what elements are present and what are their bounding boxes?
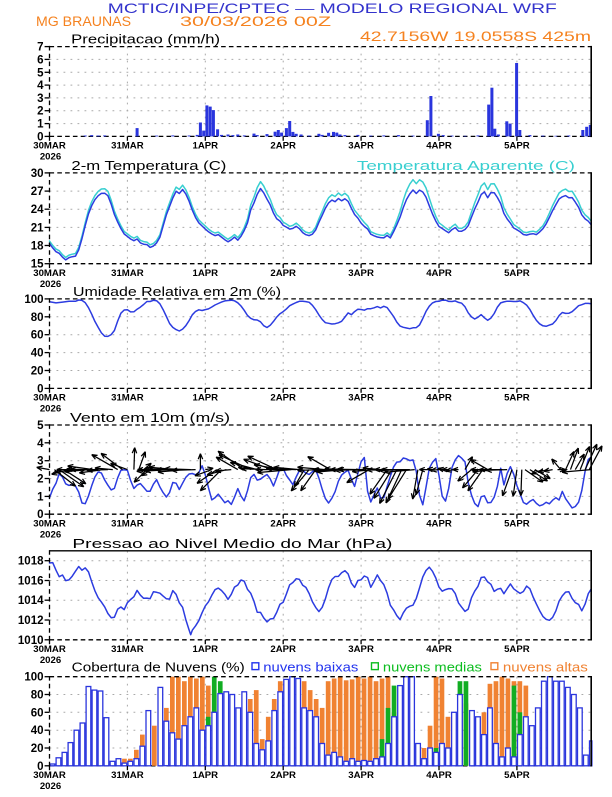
- svg-text:nuvens baixas: nuvens baixas: [263, 660, 359, 675]
- svg-text:6: 6: [37, 54, 43, 66]
- svg-text:4APR: 4APR: [426, 141, 452, 152]
- svg-text:5APR: 5APR: [504, 518, 530, 529]
- svg-text:5APR: 5APR: [504, 393, 530, 404]
- svg-text:30MAR: 30MAR: [33, 141, 66, 152]
- svg-text:Umidade Relativa em 2m (%): Umidade Relativa em 2m (%): [73, 284, 281, 299]
- svg-text:0: 0: [37, 509, 43, 521]
- svg-text:nuvens altas: nuvens altas: [503, 660, 589, 675]
- svg-text:2-m Temperatura (C): 2-m Temperatura (C): [71, 158, 226, 173]
- svg-text:1: 1: [37, 119, 44, 131]
- svg-text:4: 4: [37, 438, 44, 450]
- svg-text:18: 18: [31, 241, 44, 253]
- svg-text:3APR: 3APR: [348, 770, 374, 781]
- svg-text:60: 60: [31, 707, 44, 719]
- svg-text:3APR: 3APR: [348, 518, 374, 529]
- svg-text:7: 7: [37, 42, 43, 54]
- svg-text:2026: 2026: [40, 781, 61, 792]
- svg-text:Vento em 10m (m/s): Vento em 10m (m/s): [70, 410, 230, 425]
- svg-text:4APR: 4APR: [426, 644, 452, 655]
- svg-text:4APR: 4APR: [426, 268, 452, 279]
- svg-text:30MAR: 30MAR: [33, 770, 66, 781]
- svg-text:0: 0: [37, 131, 43, 143]
- svg-text:1APR: 1APR: [193, 644, 219, 655]
- svg-text:31MAR: 31MAR: [111, 393, 144, 404]
- svg-text:5: 5: [37, 67, 44, 79]
- svg-text:30MAR: 30MAR: [33, 268, 66, 279]
- svg-text:5APR: 5APR: [504, 770, 530, 781]
- svg-text:Temperatura Aparente (C): Temperatura Aparente (C): [357, 158, 575, 173]
- svg-text:MCTIC/INPE/CPTEC — MODELO REGI: MCTIC/INPE/CPTEC — MODELO REGIONAL WRF: [108, 0, 557, 16]
- svg-text:2APR: 2APR: [270, 518, 296, 529]
- svg-text:2: 2: [37, 474, 43, 486]
- svg-text:1016: 1016: [18, 576, 44, 588]
- svg-text:30MAR: 30MAR: [33, 518, 66, 529]
- svg-text:4: 4: [37, 80, 44, 92]
- svg-text:3APR: 3APR: [348, 393, 374, 404]
- svg-text:2026: 2026: [40, 279, 61, 290]
- svg-text:5APR: 5APR: [504, 268, 530, 279]
- svg-text:4APR: 4APR: [426, 518, 452, 529]
- svg-text:3APR: 3APR: [348, 141, 374, 152]
- svg-text:2026: 2026: [40, 404, 61, 415]
- svg-text:31MAR: 31MAR: [111, 268, 144, 279]
- svg-text:1APR: 1APR: [193, 141, 219, 152]
- svg-text:1APR: 1APR: [193, 393, 219, 404]
- svg-text:2APR: 2APR: [270, 268, 296, 279]
- svg-text:42.7156W 19.0558S 425m: 42.7156W 19.0558S 425m: [360, 29, 591, 44]
- svg-text:30MAR: 30MAR: [33, 644, 66, 655]
- svg-text:4APR: 4APR: [426, 770, 452, 781]
- svg-text:Cobertura de Nuvens (%): Cobertura de Nuvens (%): [72, 660, 245, 675]
- svg-text:3APR: 3APR: [348, 644, 374, 655]
- svg-text:3APR: 3APR: [348, 268, 374, 279]
- svg-text:21: 21: [31, 222, 44, 234]
- svg-text:20: 20: [31, 743, 44, 755]
- svg-text:1APR: 1APR: [193, 268, 219, 279]
- svg-text:100: 100: [24, 672, 43, 684]
- svg-text:2APR: 2APR: [270, 644, 296, 655]
- svg-text:1018: 1018: [18, 556, 44, 568]
- svg-text:31MAR: 31MAR: [111, 644, 144, 655]
- svg-text:1010: 1010: [18, 635, 44, 647]
- svg-text:2APR: 2APR: [270, 141, 296, 152]
- svg-text:40: 40: [31, 725, 44, 737]
- svg-text:2026: 2026: [40, 529, 61, 540]
- svg-text:80: 80: [31, 690, 44, 702]
- svg-text:5APR: 5APR: [504, 141, 530, 152]
- svg-text:1APR: 1APR: [193, 518, 219, 529]
- svg-text:5: 5: [37, 420, 44, 432]
- svg-text:5APR: 5APR: [504, 644, 530, 655]
- svg-text:24: 24: [31, 204, 44, 216]
- svg-text:0: 0: [37, 383, 43, 395]
- svg-text:31MAR: 31MAR: [111, 141, 144, 152]
- svg-text:27: 27: [31, 186, 44, 198]
- svg-text:2APR: 2APR: [270, 770, 296, 781]
- svg-text:nuvens medias: nuvens medias: [383, 660, 483, 675]
- svg-text:2APR: 2APR: [270, 393, 296, 404]
- svg-text:30: 30: [31, 168, 44, 180]
- svg-text:0: 0: [37, 761, 43, 773]
- svg-text:100: 100: [24, 294, 43, 306]
- svg-text:30/03/2026 00Z: 30/03/2026 00Z: [180, 14, 331, 29]
- svg-text:4APR: 4APR: [426, 393, 452, 404]
- svg-text:31MAR: 31MAR: [111, 770, 144, 781]
- svg-text:3: 3: [37, 456, 43, 468]
- svg-text:40: 40: [31, 348, 44, 360]
- svg-text:1014: 1014: [18, 595, 44, 607]
- svg-text:MG BRAUNAS: MG BRAUNAS: [36, 14, 131, 29]
- svg-text:80: 80: [31, 312, 44, 324]
- svg-text:1: 1: [37, 491, 44, 503]
- svg-text:20: 20: [31, 366, 44, 378]
- svg-text:1012: 1012: [18, 615, 44, 627]
- svg-text:60: 60: [31, 330, 44, 342]
- svg-text:31MAR: 31MAR: [111, 518, 144, 529]
- svg-text:Precipitacao (mm/h): Precipitacao (mm/h): [71, 31, 220, 46]
- svg-text:30MAR: 30MAR: [33, 393, 66, 404]
- svg-text:2: 2: [37, 106, 43, 118]
- svg-text:2026: 2026: [40, 655, 61, 666]
- svg-text:2026: 2026: [40, 152, 61, 163]
- svg-text:1APR: 1APR: [193, 770, 219, 781]
- svg-text:15: 15: [31, 259, 44, 271]
- svg-text:Pressao ao Nivel Medio do Mar: Pressao ao Nivel Medio do Mar (hPa): [72, 536, 392, 551]
- svg-text:3: 3: [37, 93, 43, 105]
